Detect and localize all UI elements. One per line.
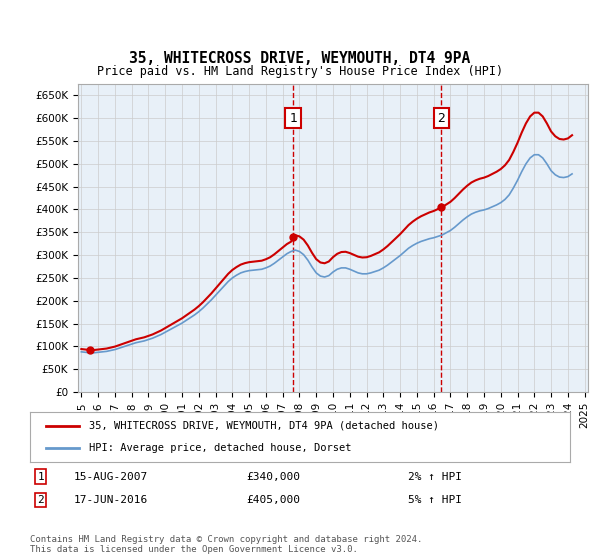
Text: 17-JUN-2016: 17-JUN-2016 [74,495,148,505]
Text: £340,000: £340,000 [246,472,300,482]
Text: 2: 2 [37,495,44,505]
Text: 2% ↑ HPI: 2% ↑ HPI [408,472,462,482]
Text: 35, WHITECROSS DRIVE, WEYMOUTH, DT4 9PA: 35, WHITECROSS DRIVE, WEYMOUTH, DT4 9PA [130,52,470,66]
Text: 5% ↑ HPI: 5% ↑ HPI [408,495,462,505]
Text: 1: 1 [289,112,297,125]
Text: £405,000: £405,000 [246,495,300,505]
Text: Contains HM Land Registry data © Crown copyright and database right 2024.
This d: Contains HM Land Registry data © Crown c… [30,535,422,554]
Text: HPI: Average price, detached house, Dorset: HPI: Average price, detached house, Dors… [89,443,352,453]
Text: 1: 1 [37,472,44,482]
Text: 35, WHITECROSS DRIVE, WEYMOUTH, DT4 9PA (detached house): 35, WHITECROSS DRIVE, WEYMOUTH, DT4 9PA … [89,421,439,431]
Text: 2: 2 [437,112,445,125]
Text: Price paid vs. HM Land Registry's House Price Index (HPI): Price paid vs. HM Land Registry's House … [97,65,503,78]
Text: 15-AUG-2007: 15-AUG-2007 [74,472,148,482]
